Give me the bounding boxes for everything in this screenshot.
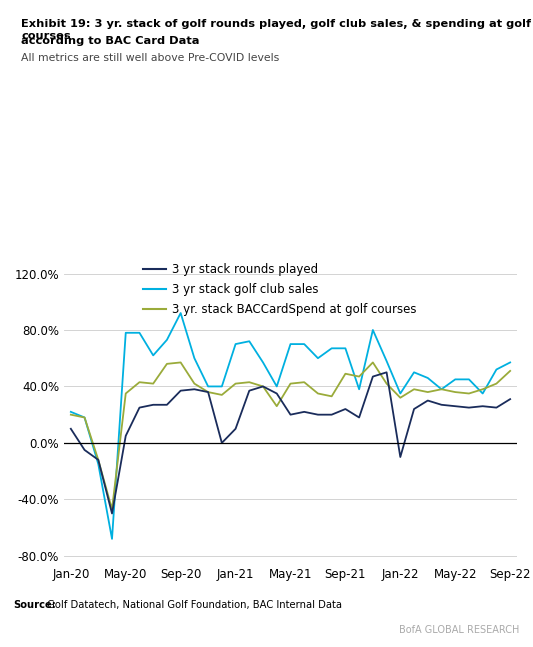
Text: Golf Datatech, National Golf Foundation, BAC Internal Data: Golf Datatech, National Golf Foundation,… <box>44 600 342 610</box>
Text: according to BAC Card Data: according to BAC Card Data <box>21 36 200 46</box>
Text: All metrics are still well above Pre-COVID levels: All metrics are still well above Pre-COV… <box>21 53 280 63</box>
Legend: 3 yr stack rounds played, 3 yr stack golf club sales, 3 yr. stack BACCardSpend a: 3 yr stack rounds played, 3 yr stack gol… <box>138 258 421 321</box>
Text: BofA GLOBAL RESEARCH: BofA GLOBAL RESEARCH <box>399 626 520 635</box>
Text: Source:: Source: <box>13 600 56 610</box>
Text: Exhibit 19: 3 yr. stack of golf rounds played, golf club sales, & spending at go: Exhibit 19: 3 yr. stack of golf rounds p… <box>21 19 531 41</box>
